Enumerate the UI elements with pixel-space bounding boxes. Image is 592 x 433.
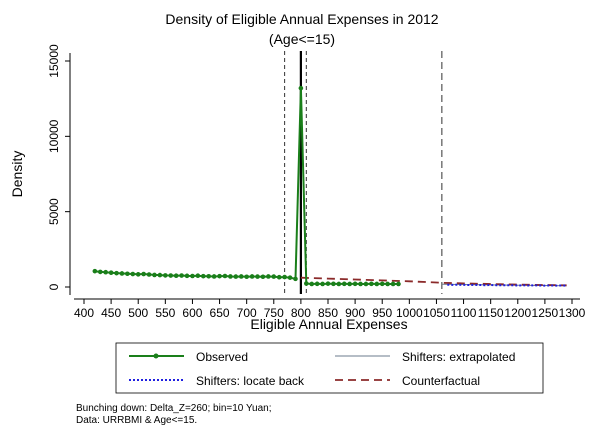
series-observed-point [146, 272, 152, 277]
series-observed-point [282, 274, 287, 280]
x-tick-label: 1200 [504, 306, 531, 320]
series-observed-point [130, 271, 136, 277]
legend-label-observed: Observed [196, 350, 248, 364]
series-observed-point [379, 281, 385, 287]
x-tick-label: 750 [264, 306, 284, 320]
legend-box [115, 342, 544, 394]
x-tick-label: 650 [210, 306, 230, 320]
series-observed-point [97, 269, 103, 275]
series-observed-point [369, 281, 374, 287]
series-observed-point [195, 273, 201, 279]
x-tick-label: 600 [182, 306, 202, 320]
x-tick-label: 950 [372, 306, 392, 320]
series-observed-point [103, 269, 108, 275]
series-observed-point [255, 274, 260, 279]
note-line-2: Data: URRBMI & Age<=15. [76, 415, 197, 426]
series-observed-point [276, 274, 282, 280]
series-observed-point [331, 281, 336, 287]
note-line-1: Bunching down: Delta_Z=260; bin=10 Yuan; [76, 403, 272, 414]
x-tick-label: 550 [155, 306, 175, 320]
x-tick-label: 1050 [423, 306, 450, 320]
y-axis-label: Density [9, 151, 25, 198]
series-counterfactual-line [300, 276, 567, 287]
series-observed-point [200, 273, 206, 279]
series-observed-point [119, 271, 125, 276]
series-observed-point [211, 274, 217, 279]
legend-label-counterfactual: Counterfactual [402, 374, 480, 388]
series-observed-point [244, 274, 249, 280]
x-tick-label: 400 [74, 306, 94, 320]
y-tick-label: 5000 [47, 198, 61, 225]
series-observed-point [260, 274, 266, 280]
series-observed-point [390, 281, 396, 287]
series-observed-point [108, 270, 114, 275]
series-observed-point [374, 281, 380, 287]
x-tick-label: 900 [345, 306, 365, 320]
series-observed-point [190, 273, 195, 279]
x-tick-label: 700 [237, 306, 257, 320]
y-tick-label: 15000 [47, 44, 61, 78]
series-observed-point [293, 276, 298, 282]
series-observed-point [266, 274, 271, 279]
x-tick-label: 850 [318, 306, 338, 320]
series-observed-point [135, 272, 141, 277]
series-observed-point [358, 281, 363, 287]
series-observed-point [347, 281, 352, 287]
chart-title: Density of Eligible Annual Expenses in 2… [165, 11, 438, 27]
legend-label-shifters-extrapolated: Shifters: extrapolated [402, 350, 515, 364]
chart-subtitle: (Age<=15) [269, 31, 335, 47]
x-tick-label: 500 [128, 306, 148, 320]
x-axis-label: Eligible Annual Expenses [250, 316, 407, 332]
series-observed-point [385, 281, 390, 287]
series-observed-point [179, 273, 184, 278]
y-tick-label: 10000 [47, 119, 61, 153]
plot-area: 0 5000 10000 15000 400 450 500 550 600 650 700 750 8… [47, 44, 586, 320]
x-tick-label: 1100 [451, 306, 477, 320]
x-tick-label: 1300 [559, 306, 586, 320]
legend-label-shifters-locate-back: Shifters: locate back [196, 374, 305, 388]
series-observed-point [238, 274, 244, 279]
series-observed-point [228, 274, 233, 279]
series-observed-point [222, 273, 228, 279]
series-observed-point [309, 281, 315, 287]
series-observed-point [304, 281, 309, 286]
series-observed-point [298, 85, 304, 91]
series-observed-point [114, 270, 119, 276]
series-observed-point [233, 274, 239, 279]
series-observed-point [352, 281, 358, 287]
x-tick-label: 1150 [478, 306, 504, 320]
series-observed-point [325, 281, 331, 286]
series-observed-point [287, 275, 293, 280]
x-tick-label: 1250 [532, 306, 559, 320]
series-observed-point [141, 271, 146, 277]
series-observed-point [168, 273, 174, 278]
series-observed-point [163, 273, 168, 278]
x-tick-label: 800 [291, 306, 311, 320]
series-observed-point [92, 268, 98, 274]
series-observed-point [271, 274, 277, 279]
series-observed-point [152, 272, 157, 278]
series-observed-point [320, 281, 325, 287]
series-observed-point [341, 281, 347, 287]
series-observed-point [314, 281, 320, 287]
series-observed-point [157, 272, 163, 278]
series-observed-point [396, 281, 401, 287]
series-observed-point [184, 273, 190, 279]
series-observed-point [336, 281, 342, 287]
series-observed-point [173, 273, 179, 279]
legend-marker-observed [153, 353, 159, 359]
legend: Observed Shifters: extrapolated Shifters: … [115, 342, 544, 394]
series-observed-point [363, 281, 369, 287]
series-observed-point [249, 274, 255, 279]
x-tick-label: 450 [101, 306, 121, 320]
series-observed-point [125, 271, 130, 277]
y-tick-label: 0 [47, 283, 61, 290]
x-tick-label: 1000 [396, 306, 423, 320]
series-observed-point [206, 274, 212, 279]
series-observed-point [217, 273, 222, 279]
